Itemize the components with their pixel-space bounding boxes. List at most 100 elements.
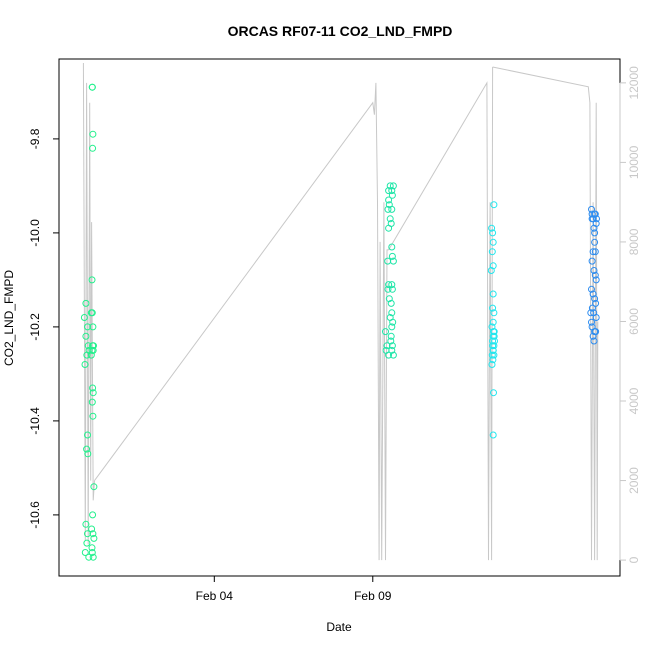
point-rf07-32	[89, 412, 97, 420]
point-rf09-0	[488, 224, 496, 232]
point-rf10-11	[591, 271, 599, 279]
point-rf08-17	[389, 182, 397, 190]
y-right-tick-label: 0	[627, 556, 641, 563]
data-points	[80, 83, 600, 561]
point-rf10-4	[591, 229, 599, 237]
x-axis-label: Date	[326, 620, 352, 634]
point-rf08-26	[388, 309, 396, 317]
point-rf07-38	[88, 544, 96, 552]
point-rf07-22	[88, 309, 96, 317]
point-rf08-8	[385, 187, 393, 195]
point-rf09-21	[489, 346, 497, 354]
point-rf07-37	[90, 534, 98, 542]
point-rf08-15	[388, 187, 396, 195]
point-rf08-32	[389, 351, 397, 359]
trace-segment-3	[388, 66, 494, 561]
point-rf09-6	[487, 267, 495, 274]
trace-segment-1	[82, 62, 95, 545]
point-rf07-4	[84, 342, 92, 350]
point-rf08-30	[388, 342, 396, 350]
point-rf07-19	[89, 144, 97, 152]
y-tick-label: -10.4	[28, 407, 42, 435]
point-rf08-6	[385, 295, 393, 303]
point-rf08-21	[388, 252, 396, 260]
point-rf08-25	[387, 299, 395, 307]
point-rf08-0	[382, 328, 389, 336]
point-rf09-19	[490, 328, 497, 336]
point-rf08-34	[387, 337, 395, 345]
point-rf08-16	[388, 191, 396, 199]
point-rf09-7	[489, 290, 497, 298]
point-rf07-0	[82, 299, 90, 307]
y-tick-label: -10.6	[28, 501, 42, 529]
point-rf07-35	[88, 525, 96, 533]
point-rf07-39	[88, 549, 96, 556]
x-axis: Feb 04 Feb 09	[196, 575, 392, 603]
point-rf09-23	[491, 337, 498, 345]
point-rf08-18	[388, 205, 396, 213]
point-rf08-28	[388, 323, 396, 331]
point-rf10-16	[592, 299, 600, 307]
point-rf08-7	[384, 257, 392, 265]
point-rf07-27	[87, 351, 95, 359]
point-rf10-1	[588, 210, 596, 218]
y-right-tick-label: 8000	[627, 228, 641, 255]
point-rf10-27	[588, 215, 596, 223]
point-rf09-25	[488, 361, 496, 368]
point-rf09-1	[489, 229, 497, 237]
point-rf07-31	[88, 398, 96, 406]
point-rf09-20	[489, 356, 497, 364]
point-rf09-27	[489, 431, 497, 439]
y-right-tick-label: 6000	[627, 308, 641, 335]
point-rf07-17	[88, 83, 96, 91]
point-rf07-26	[88, 346, 96, 354]
y-right-tick-label: 2000	[627, 467, 641, 494]
point-rf07-14	[81, 549, 89, 556]
point-rf08-5	[385, 281, 393, 289]
point-rf09-5	[489, 262, 497, 270]
point-rf07-9	[83, 445, 91, 453]
point-rf10-8	[589, 248, 597, 256]
point-rf07-11	[82, 520, 90, 528]
y-tick-label: -10.0	[28, 219, 42, 247]
point-rf10-28	[593, 215, 600, 223]
point-rf08-1	[383, 342, 391, 350]
point-rf07-36	[89, 530, 97, 538]
point-rf10-20	[588, 318, 595, 326]
point-rf07-23	[89, 323, 97, 331]
point-rf07-29	[89, 384, 97, 392]
point-rf07-20	[88, 276, 96, 284]
point-rf09-22	[489, 342, 497, 350]
chart-title: ORCAS RF07-11 CO2_LND_FMPD	[228, 23, 453, 39]
point-rf09-8	[489, 304, 497, 312]
point-rf07-34	[89, 511, 97, 519]
point-rf07-15	[85, 553, 93, 561]
point-rf08-13	[386, 215, 394, 223]
point-rf08-24	[388, 285, 396, 293]
y-axis-label: CO2_LND_FMPD	[2, 270, 16, 366]
point-rf10-19	[592, 314, 600, 321]
point-rf07-3	[82, 332, 90, 340]
point-rf09-3	[488, 248, 496, 256]
point-rf08-22	[389, 257, 397, 265]
point-rf10-30	[587, 309, 595, 317]
point-rf07-10	[84, 450, 92, 458]
point-rf08-3	[385, 351, 393, 359]
point-rf07-40	[89, 553, 97, 561]
y-right-tick-label: 10000	[627, 145, 641, 179]
point-rf10-29	[591, 248, 599, 256]
point-rf09-18	[490, 332, 498, 340]
point-rf07-2	[84, 323, 91, 331]
point-rf07-12	[84, 530, 91, 538]
point-rf07-18	[89, 130, 97, 138]
point-rf10-6	[592, 220, 600, 227]
point-rf10-24	[589, 332, 597, 340]
point-rf09-2	[489, 238, 497, 246]
point-rf08-10	[385, 196, 393, 204]
point-rf08-29	[387, 332, 395, 340]
point-rf09-10	[489, 318, 497, 326]
point-rf09-4	[490, 201, 498, 209]
point-rf09-24	[490, 351, 498, 359]
point-rf10-7	[591, 238, 599, 246]
